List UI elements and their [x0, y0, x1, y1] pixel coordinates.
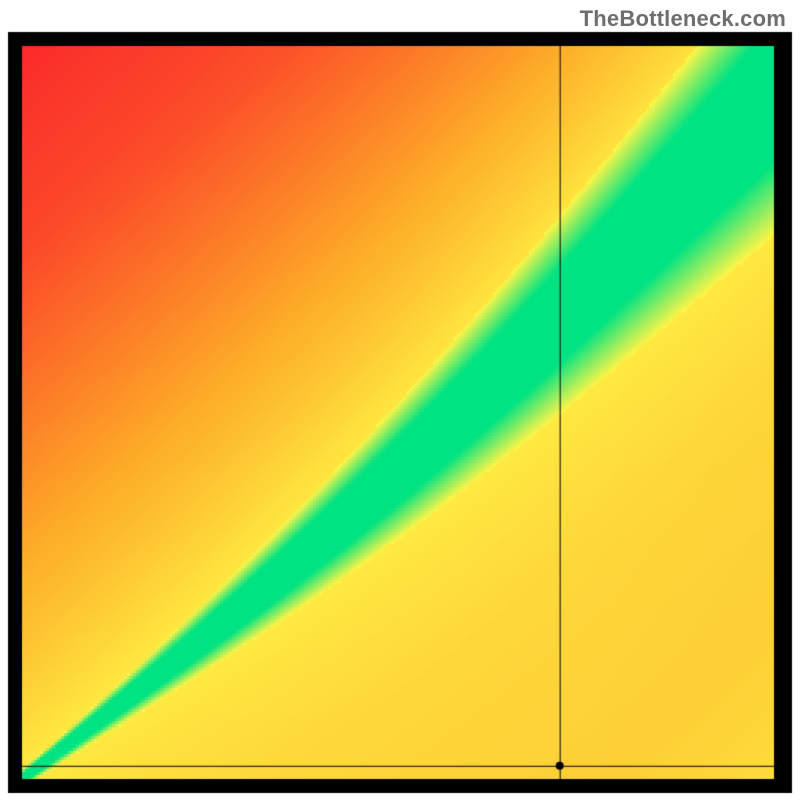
- watermark-text: TheBottleneck.com: [580, 6, 786, 32]
- bottleneck-heatmap: [0, 0, 800, 800]
